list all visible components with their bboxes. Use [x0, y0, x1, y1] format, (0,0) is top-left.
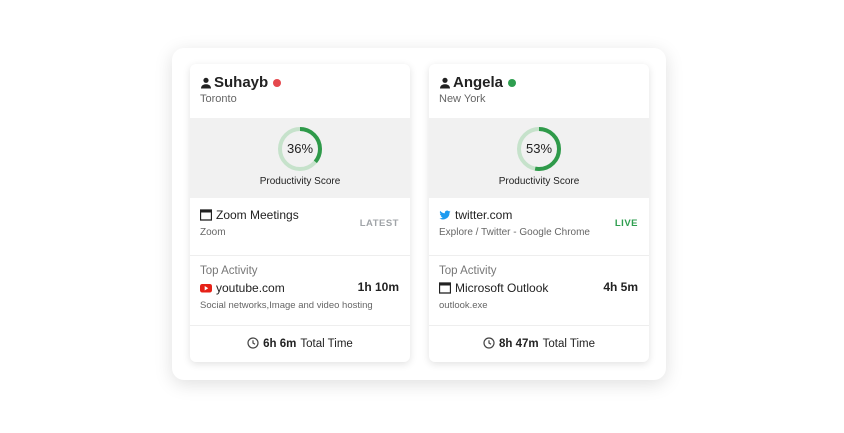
icon-bird — [439, 210, 451, 220]
window-icon — [439, 282, 451, 294]
user-location: New York — [439, 93, 486, 105]
user-name: Angela — [453, 74, 504, 91]
current-app-name: twitter.com — [455, 208, 513, 222]
ring-progress — [517, 127, 561, 171]
score-band — [190, 118, 410, 198]
window-icon — [200, 209, 212, 221]
top-activity-duration: 1h 10m — [357, 280, 399, 294]
clock-icon — [483, 337, 495, 349]
user-card: Angela New York 53% Productivity Score twitt… — [429, 64, 649, 362]
score-label: Productivity Score — [259, 176, 341, 187]
total-time-value: 8h 47m — [498, 338, 539, 350]
total-time: 8h 47m Total Time — [429, 336, 649, 352]
ring-progress — [278, 127, 322, 171]
presence-dot — [508, 79, 516, 87]
total-time-value: 6h 6m — [263, 338, 297, 350]
icon-hands — [488, 340, 492, 345]
divider — [429, 325, 649, 326]
icon-bar — [200, 210, 212, 213]
dashboard-panel: Suhayb Toronto 36% Productivity Score Zoom M… — [172, 48, 666, 380]
current-app-status: LIVE — [614, 218, 638, 229]
icon-head — [442, 77, 448, 83]
presence-dot — [273, 79, 281, 87]
twitter-icon — [439, 210, 451, 220]
icon-body — [201, 84, 211, 89]
icon-body — [440, 84, 450, 89]
top-activity-heading: Top Activity — [200, 265, 258, 277]
person-icon — [440, 77, 450, 89]
total-time-label: Total Time — [300, 338, 353, 350]
divider — [429, 255, 649, 256]
person-icon — [201, 77, 211, 89]
score-band — [429, 118, 649, 198]
icon-face — [483, 337, 495, 349]
top-activity-detail: outlook.exe — [439, 300, 488, 311]
user-name: Suhayb — [214, 74, 269, 91]
top-activity-app: youtube.com — [216, 281, 285, 295]
score-ring — [278, 127, 322, 171]
divider — [190, 325, 410, 326]
top-activity-heading: Top Activity — [439, 265, 497, 277]
current-app-detail: Explore / Twitter - Google Chrome — [439, 227, 590, 238]
score-value: 36% — [286, 141, 314, 156]
clock-holder — [247, 337, 259, 349]
score-label: Productivity Score — [498, 176, 580, 187]
current-app-status: LATEST — [359, 218, 399, 229]
icon-face — [247, 337, 259, 349]
top-activity-app: Microsoft Outlook — [455, 281, 549, 295]
clock-icon — [247, 337, 259, 349]
icon-bar — [439, 283, 451, 286]
total-time-label: Total Time — [542, 338, 596, 350]
user-location: Toronto — [200, 93, 237, 105]
top-activity-duration: 4h 5m — [603, 280, 638, 294]
score-value: 53% — [525, 141, 553, 156]
icon-hands — [252, 340, 256, 345]
top-activity-detail: Social networks,Image and video hosting — [200, 300, 373, 311]
score-ring — [517, 127, 561, 171]
clock-holder — [483, 337, 495, 349]
total-time: 6h 6m Total Time — [190, 336, 410, 352]
icon-head — [203, 77, 209, 83]
divider — [190, 255, 410, 256]
user-card: Suhayb Toronto 36% Productivity Score Zoom M… — [190, 64, 410, 362]
current-app-name: Zoom Meetings — [216, 208, 299, 222]
youtube-icon — [200, 284, 212, 293]
current-app-detail: Zoom — [200, 227, 226, 238]
icon-play — [204, 286, 209, 291]
